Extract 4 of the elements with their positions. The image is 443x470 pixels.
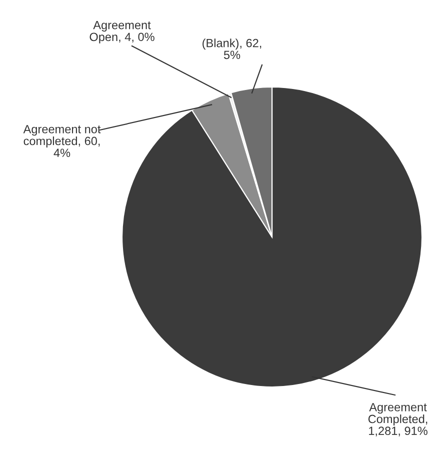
slice-label: (Blank), 62, 5% [202,38,262,60]
slice-label: Agreement not completed, 60, 4% [23,125,101,157]
slice-label: Agreement Completed, 1,281, 91% [368,403,428,436]
slice-label: Agreement Open, 4, 0% [90,21,154,44]
